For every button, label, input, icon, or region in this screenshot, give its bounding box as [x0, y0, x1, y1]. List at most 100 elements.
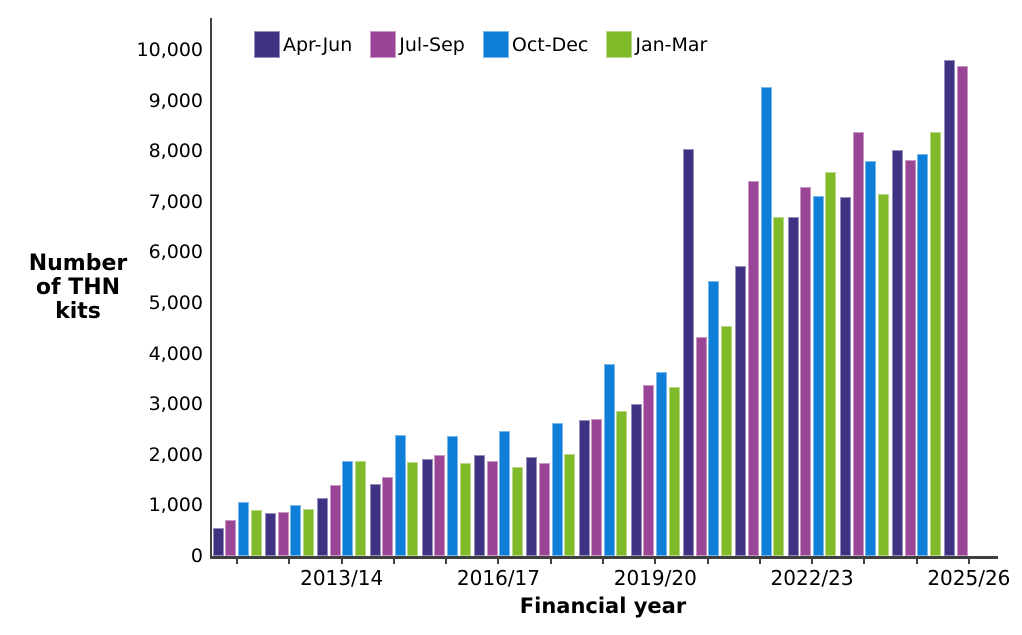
legend-label-Oct-Dec: Oct-Dec [511, 33, 589, 56]
bar-Apr-Jun-2022/23 [787, 216, 799, 556]
bar-Apr-Jun-2014/15 [369, 483, 381, 556]
y-tick-label: 5,000 [148, 292, 203, 314]
x-axis-tick [497, 559, 500, 564]
bar-Jul-Sep-2021/22 [748, 180, 759, 556]
bar-Apr-Jun-2021/22 [735, 265, 747, 556]
x-axis-tick [758, 559, 761, 564]
legend-item-Jul-Sep: Jul-Sep [370, 31, 465, 58]
y-axis-title-line3: kits [55, 299, 101, 324]
legend-label-Jul-Sep: Jul-Sep [399, 33, 465, 56]
x-axis-title: Financial year [519, 594, 687, 618]
x-axis-tick [340, 559, 343, 564]
bar-Jul-Sep-2012/13 [277, 511, 289, 556]
bar-Oct-Dec-2020/21 [708, 280, 720, 556]
bar-Apr-Jun-2023/24 [839, 196, 851, 556]
bar-Oct-Dec-2017/18 [551, 423, 563, 556]
bar-Oct-Dec-2023/24 [865, 160, 877, 556]
bar-Oct-Dec-2011/12 [237, 501, 249, 556]
bar-Jan-Mar-2013/14 [355, 460, 367, 556]
bar-Jan-Mar-2012/13 [302, 509, 314, 556]
y-tick-label: 9,000 [148, 89, 203, 112]
bar-Apr-Jun-2020/21 [683, 148, 695, 556]
legend-swatch-Jul-Sep [370, 31, 397, 58]
bar-Jul-Sep-2013/14 [329, 485, 341, 556]
y-axis-title-line1: Number [28, 251, 128, 276]
bar-Jan-Mar-2019/20 [668, 386, 680, 556]
bar-Jan-Mar-2015/16 [459, 463, 471, 556]
x-axis-tick [863, 559, 866, 564]
legend-item-Jan-Mar: Jan-Mar [606, 31, 707, 58]
y-tick-label: 0 [190, 545, 203, 567]
bar-Jan-Mar-2023/24 [877, 194, 889, 556]
bar-Jan-Mar-2020/21 [720, 325, 732, 556]
y-tick-label: 7,000 [148, 190, 203, 213]
bar-Oct-Dec-2012/13 [290, 504, 302, 556]
x-axis-tick [549, 559, 552, 564]
x-axis-line [210, 556, 998, 559]
bar-Jul-Sep-2017/18 [538, 463, 550, 556]
x-axis-tick [288, 559, 291, 564]
x-axis-tick [445, 559, 448, 564]
bar-Jul-Sep-2014/15 [382, 477, 394, 556]
bar-Oct-Dec-2015/16 [447, 435, 458, 556]
bar-Jan-Mar-2022/23 [825, 171, 837, 556]
y-axis-title-line2: of THN [35, 275, 121, 300]
bar-Jan-Mar-2016/17 [511, 467, 523, 556]
bar-Jul-Sep-2022/23 [800, 187, 812, 556]
x-axis-tick [236, 559, 239, 564]
bar-Oct-Dec-2021/22 [760, 86, 772, 556]
legend-label-Apr-Jun: Apr-Jun [283, 33, 353, 56]
x-tick-label: 2022/23 [770, 566, 854, 590]
legend-label-Jan-Mar: Jan-Mar [635, 33, 708, 56]
bar-Jan-Mar-2018/19 [616, 410, 628, 556]
bar-Jul-Sep-2023/24 [852, 131, 864, 556]
x-tick-label: 2016/17 [456, 566, 540, 590]
bar-Apr-Jun-2019/20 [630, 404, 642, 556]
x-axis-tick [392, 559, 395, 564]
x-axis-tick [967, 559, 970, 564]
x-axis-tick [602, 559, 604, 564]
y-tick-label: 4,000 [148, 342, 203, 365]
x-axis-tick [654, 559, 657, 564]
bar-Oct-Dec-2014/15 [394, 434, 406, 556]
bar-Jul-Sep-2024/25 [904, 160, 916, 556]
y-tick-label: 10,000 [136, 39, 203, 61]
bar-Apr-Jun-2018/19 [578, 420, 590, 556]
chart-legend: Apr-Jun Jul-Sep Oct-Dec Jan-Mar [254, 31, 707, 58]
bar-Jan-Mar-2017/18 [564, 454, 576, 556]
y-axis-title: Number of THN kits [8, 252, 148, 324]
bar-Jan-Mar-2021/22 [773, 216, 785, 556]
y-axis-line [210, 18, 212, 558]
bar-Oct-Dec-2016/17 [499, 431, 511, 556]
y-tick-label: 2,000 [148, 443, 203, 466]
bar-Oct-Dec-2019/20 [656, 372, 668, 556]
legend-swatch-Apr-Jun [254, 31, 280, 58]
y-tick-label: 6,000 [148, 241, 203, 264]
x-axis-tick [915, 559, 918, 564]
legend-swatch-Jan-Mar [606, 31, 633, 58]
bar-Oct-Dec-2013/14 [342, 461, 354, 556]
bar-Jul-Sep-2011/12 [225, 520, 237, 556]
bar-Jul-Sep-2020/21 [695, 337, 707, 556]
bar-Apr-Jun-2015/16 [421, 458, 433, 556]
bar-Apr-Jun-2025/26 [944, 60, 956, 556]
bar-Apr-Jun-2017/18 [526, 456, 538, 556]
y-tick-label: 3,000 [148, 393, 203, 416]
bar-Jul-Sep-2019/20 [643, 384, 655, 556]
bar-Oct-Dec-2024/25 [917, 154, 929, 556]
bar-Jul-Sep-2018/19 [591, 418, 603, 556]
bar-Jan-Mar-2011/12 [250, 510, 262, 556]
x-tick-label: 2013/14 [300, 566, 384, 590]
bar-Jul-Sep-2016/17 [486, 460, 498, 556]
bar-Jul-Sep-2015/16 [434, 454, 446, 556]
y-tick-label: 1,000 [148, 494, 203, 517]
bar-Jul-Sep-2025/26 [957, 66, 969, 556]
legend-swatch-Oct-Dec [482, 31, 509, 58]
bar-Apr-Jun-2024/25 [892, 150, 904, 556]
y-tick-label: 8,000 [148, 140, 203, 163]
legend-item-Oct-Dec: Oct-Dec [482, 31, 589, 58]
x-axis-tick [706, 559, 709, 564]
bar-Apr-Jun-2016/17 [474, 455, 486, 556]
bar-Oct-Dec-2018/19 [603, 363, 615, 556]
